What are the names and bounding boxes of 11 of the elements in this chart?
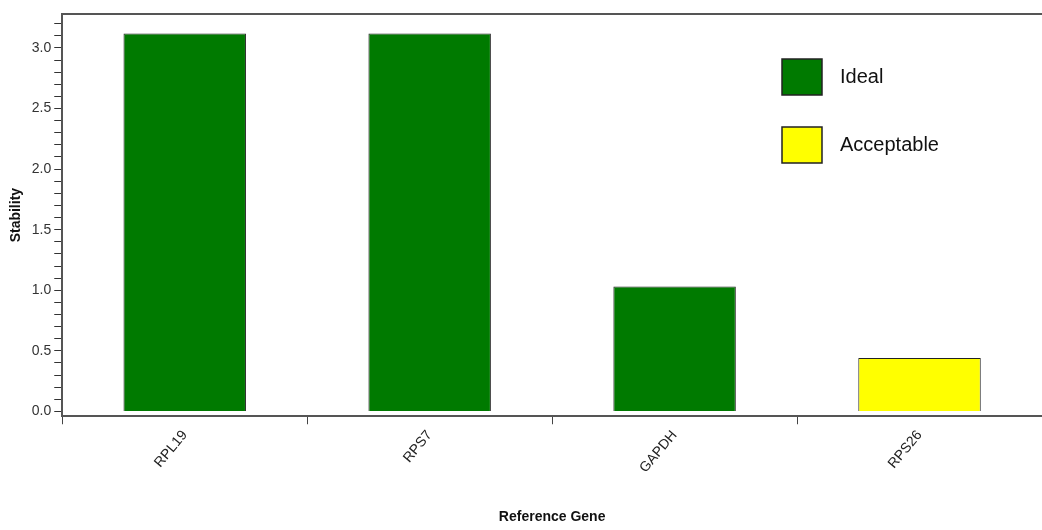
x-axis-title: Reference Gene	[498, 508, 606, 525]
legend-label: Ideal	[840, 64, 884, 87]
y-tick-label: 1.5	[31, 220, 52, 237]
y-tick-label: 1.0	[31, 281, 52, 298]
y-tick-label: 0.0	[31, 402, 52, 419]
legend-label: Acceptable	[840, 132, 939, 155]
y-tick-label: 2.0	[31, 159, 52, 176]
y-axis-title: Stability	[7, 187, 24, 243]
y-tick-label: 0.5	[31, 341, 52, 358]
y-tick-label: 2.5	[31, 99, 52, 116]
y-tick-label: 3.0	[31, 38, 52, 55]
